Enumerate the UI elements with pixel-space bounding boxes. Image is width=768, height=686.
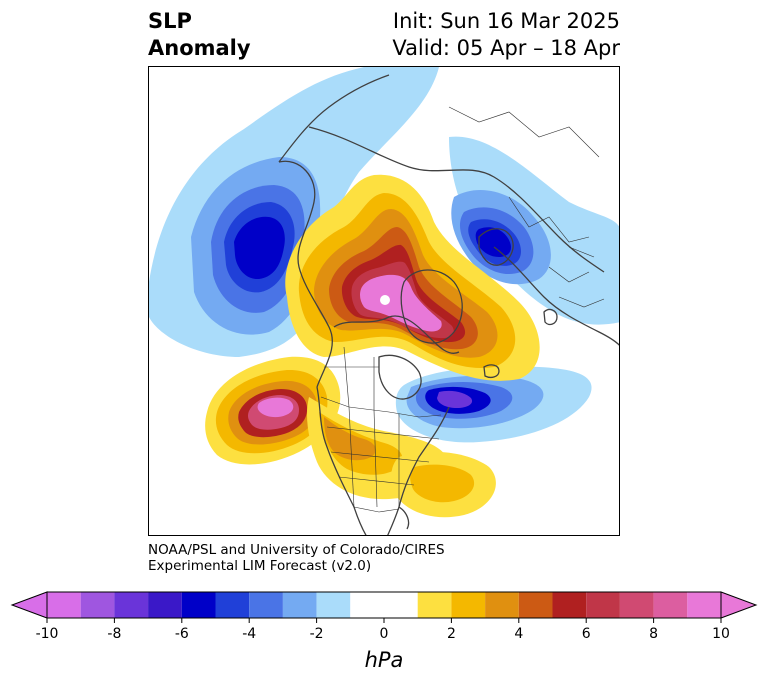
- colorbar-tick-label: 8: [649, 626, 658, 642]
- north-pole-marker: [380, 295, 390, 305]
- map-title: SLP Anomaly: [148, 8, 251, 62]
- asia-borders: [448, 106, 600, 158]
- valid-range: Valid: 05 Apr – 18 Apr: [392, 36, 620, 60]
- europe-coast: [493, 246, 619, 346]
- us-state-grid-h1: [326, 426, 440, 440]
- colorbar-over-arrow: [720, 591, 758, 619]
- colorbar-swatch: [687, 592, 721, 618]
- colorbar-tick-label: -6: [175, 626, 189, 642]
- us-mexico-border: [353, 506, 400, 513]
- colorbar-unit: hPa: [364, 648, 404, 672]
- anomaly-map: [148, 66, 620, 536]
- colorbar-swatch: [114, 592, 149, 618]
- date-info: Init: Sun 16 Mar 2025 Valid: 05 Apr – 18…: [392, 8, 620, 62]
- colorbar-tick-label: -4: [242, 626, 256, 642]
- title-line-1: SLP: [148, 9, 192, 33]
- us-state-grid-h2: [330, 451, 430, 463]
- uk-ireland: [543, 308, 558, 326]
- scandinavia: [478, 228, 514, 266]
- us-state-grid-v1: [348, 406, 355, 508]
- florida: [398, 506, 410, 530]
- colorbar-swatch: [316, 592, 351, 618]
- positive-anomaly-fields: [205, 174, 540, 518]
- greenland: [400, 269, 463, 344]
- hudson-bay: [378, 354, 422, 400]
- eastern-siberia: [278, 74, 390, 163]
- colorbar-svg: -10 -8 -6 -4 -2 0 2 4 6 8 10: [10, 591, 758, 642]
- colorbar-swatch: [485, 592, 519, 618]
- atlantic-low-core: [437, 390, 473, 408]
- alaska-coast: [278, 160, 333, 388]
- colorbar-swatch: [518, 592, 553, 618]
- colorbar-tick-label: -8: [107, 626, 121, 642]
- colorbar-swatch: [249, 592, 283, 618]
- atlantic-high-2: [410, 464, 475, 503]
- colorbar-swatch: [552, 592, 587, 618]
- coastlines: [278, 74, 619, 535]
- credit-line-1: NOAA/PSL and University of Colorado/CIRE…: [148, 542, 445, 558]
- negative-anomaly-fields: [149, 67, 619, 443]
- canada-arctic-islands: [333, 315, 460, 354]
- pole-marker: [380, 295, 390, 305]
- colorbar-tick-label: 4: [514, 626, 523, 642]
- colorbar-swatch: [451, 592, 486, 618]
- title-line-2: Anomaly: [148, 36, 251, 60]
- colorbar-swatch: [653, 592, 688, 618]
- map-canvas: [149, 67, 619, 535]
- colorbar-tick-label: 6: [582, 626, 591, 642]
- europe-borders: [548, 246, 605, 308]
- political-borders: [320, 106, 605, 513]
- north-pacific-low-core: [234, 216, 285, 280]
- us-canada-border: [320, 396, 442, 418]
- colorbar: -10 -8 -6 -4 -2 0 2 4 6 8 10: [0, 590, 768, 650]
- north-america-east-coast: [387, 406, 450, 535]
- barents-low-core: [475, 227, 511, 257]
- colorbar-tick-label: 2: [447, 626, 456, 642]
- colorbar-swatch: [80, 592, 115, 618]
- eurasia-north-coast: [308, 126, 605, 273]
- us-state-grid-h3: [338, 476, 415, 486]
- colorbar-swatch: [215, 592, 250, 618]
- colorbar-tick-label: -10: [36, 626, 59, 642]
- us-state-grid-v2: [373, 409, 378, 508]
- colorbar-swatch: [417, 592, 452, 618]
- iceland: [483, 364, 500, 378]
- colorbar-swatch: [47, 592, 81, 618]
- colorbar-tick-label: -2: [310, 626, 324, 642]
- colorbar-swatch: [148, 592, 182, 618]
- colorbar-swatch: [619, 592, 654, 618]
- colorbar-swatch: [282, 592, 317, 618]
- colorbar-under-arrow: [10, 591, 48, 619]
- colorbar-tick-label: 10: [712, 626, 730, 642]
- california-high-core: [257, 397, 294, 418]
- canada-provinces: [324, 346, 379, 410]
- credit-line-2: Experimental LIM Forecast (v2.0): [148, 558, 372, 574]
- credit-text: NOAA/PSL and University of Colorado/CIRE…: [148, 542, 445, 574]
- russia-border: [508, 196, 590, 243]
- colorbar-swatch: [586, 592, 620, 618]
- colorbar-swatch: [181, 592, 216, 618]
- init-date: Init: Sun 16 Mar 2025: [392, 9, 620, 33]
- colorbar-swatch: [350, 592, 418, 618]
- colorbar-tick-label: 0: [380, 626, 389, 642]
